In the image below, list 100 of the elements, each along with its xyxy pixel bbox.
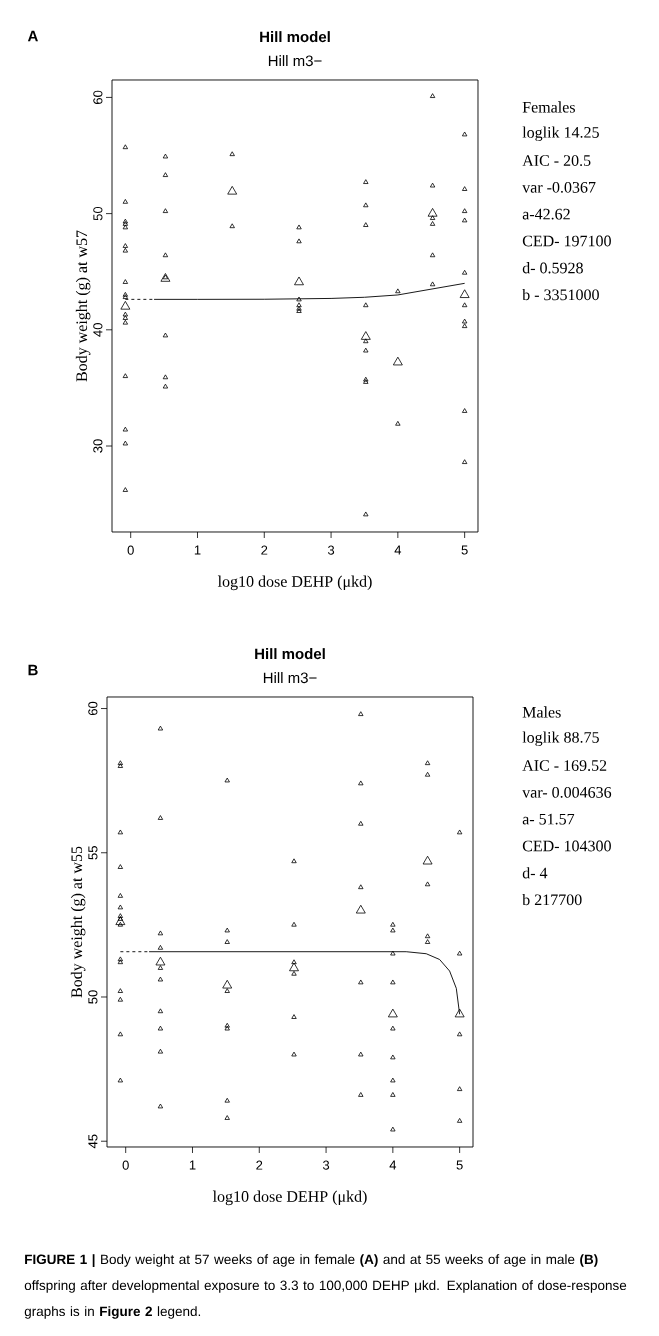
point: [363, 347, 369, 353]
point: [363, 179, 369, 184]
x-tick-label: 1: [194, 545, 201, 555]
point: [429, 182, 436, 188]
point: [461, 459, 468, 464]
point: [363, 222, 369, 227]
chart-subtitle: Hill m3−: [263, 672, 317, 684]
point: [429, 281, 436, 287]
point: [459, 289, 470, 298]
x-tick-label: 5: [461, 545, 468, 555]
point: [429, 252, 436, 258]
point: [162, 208, 169, 213]
text: AIC - 20.5: [522, 155, 591, 167]
y-tick-label: 55: [88, 846, 98, 860]
x-tick-label: 1: [189, 1160, 196, 1170]
text: b 217700: [522, 893, 582, 906]
chart-title: Hill model: [255, 648, 325, 660]
point: [162, 383, 169, 389]
point: [122, 221, 129, 226]
point: [222, 979, 233, 989]
point: [122, 311, 129, 317]
point: [115, 916, 126, 925]
text: a-42.62: [522, 208, 570, 220]
point: [122, 279, 129, 284]
point: [122, 319, 129, 325]
text: a- 51.57: [522, 813, 575, 825]
y-tick-label: 30: [93, 439, 103, 453]
text: AIC - 169.52: [522, 760, 607, 771]
point: [363, 302, 369, 308]
point: [289, 962, 299, 972]
text: var- 0.004636: [522, 786, 612, 798]
point: [363, 379, 369, 384]
text: d- 0.5928: [522, 262, 583, 274]
point: [122, 247, 129, 253]
x-tick-label: 3: [322, 1160, 330, 1170]
point: [122, 426, 129, 432]
point: [355, 904, 366, 914]
point: [122, 144, 129, 150]
point: [122, 294, 129, 299]
point: [122, 440, 129, 446]
point: [363, 338, 369, 344]
point: [454, 1008, 465, 1018]
x-axis-title: log10 dose DEHP (μkd): [217, 575, 372, 591]
point: [162, 374, 169, 380]
y-tick-label: 45: [88, 1134, 98, 1149]
point: [227, 185, 238, 195]
text: loglik 14.25: [522, 126, 599, 142]
point: [429, 221, 436, 226]
point: [122, 487, 129, 492]
point: [461, 186, 468, 191]
x-axis-title: log10 dose DEHP (μkd): [212, 1190, 367, 1206]
point: [461, 131, 468, 137]
point: [162, 153, 169, 159]
point: [296, 296, 302, 302]
text: CED- 104300: [522, 840, 611, 852]
point: [162, 252, 169, 258]
chart-title: Hill model: [260, 31, 330, 43]
point: [363, 202, 369, 208]
point: [296, 238, 302, 244]
point: [296, 308, 302, 313]
text: Females: [522, 101, 575, 113]
point: [395, 420, 401, 426]
point: [155, 956, 166, 966]
y-tick-label: 60: [88, 701, 98, 716]
text: b - 3351000: [522, 288, 599, 301]
point: [422, 855, 433, 865]
text: loglik 88.75: [522, 731, 599, 747]
point: [392, 356, 403, 366]
point: [162, 172, 169, 177]
point: [461, 302, 468, 308]
x-tick-label: 4: [389, 1160, 397, 1170]
point: [363, 376, 369, 382]
point: [122, 243, 129, 248]
point: [229, 223, 235, 229]
x-tick-label: 2: [261, 545, 268, 555]
point: [461, 323, 468, 329]
x-tick-label: 3: [327, 545, 335, 555]
chart-subtitle: Hill m3−: [268, 55, 322, 67]
point: [229, 151, 235, 157]
text: B: [28, 664, 38, 676]
x-tick-label: 4: [394, 545, 402, 555]
point: [461, 408, 468, 413]
point: [122, 315, 129, 320]
y-tick-label: 50: [88, 990, 98, 1004]
point: [162, 332, 169, 338]
point: [296, 305, 302, 311]
point: [122, 373, 129, 378]
y-tick-label: 50: [93, 206, 103, 221]
point: [120, 300, 131, 310]
x-tick-label: 0: [122, 1160, 129, 1170]
point: [461, 318, 468, 324]
point: [427, 208, 438, 217]
x-tick-label: 5: [456, 1160, 463, 1170]
point: [429, 93, 436, 98]
x-tick-label: 2: [256, 1160, 263, 1170]
point: [395, 288, 401, 294]
y-axis-title: Body weight (g) at w55: [70, 846, 86, 998]
text: var -0.0367: [522, 181, 596, 193]
point: [461, 217, 468, 223]
point: [429, 215, 436, 220]
